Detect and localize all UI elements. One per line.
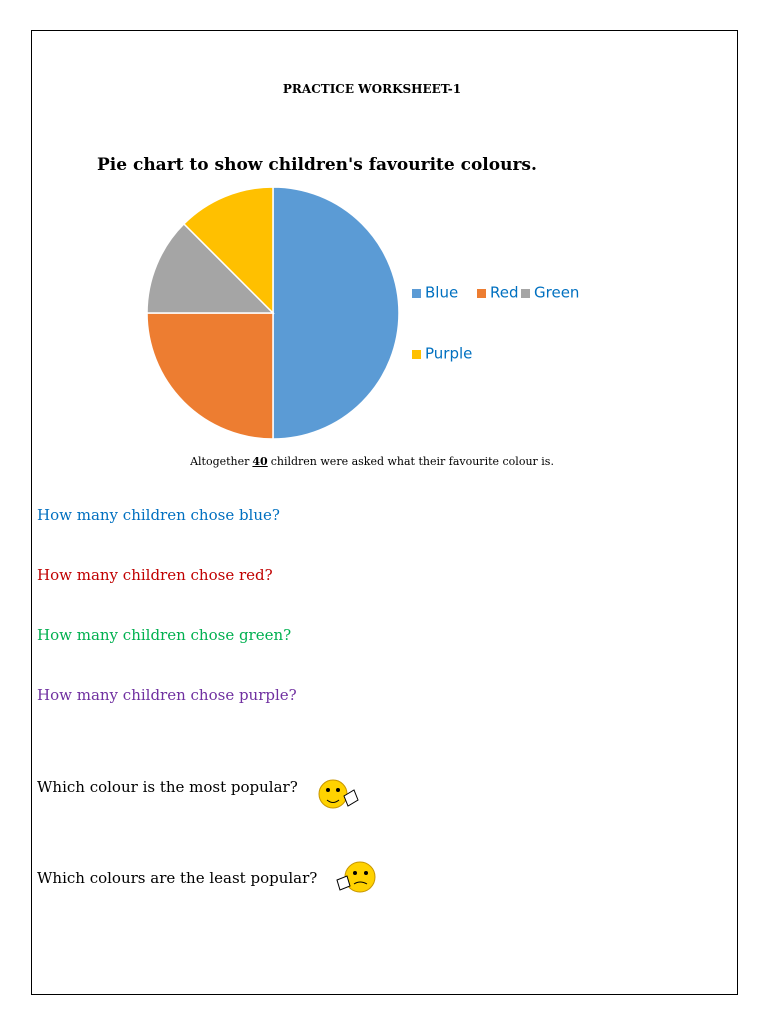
legend-label: Green [534, 284, 579, 302]
smiley-thinking [318, 779, 359, 809]
question: Which colour is the most popular? [37, 778, 298, 796]
legend-label: Blue [425, 284, 458, 302]
worksheet-title: PRACTICE WORKSHEET-1 [282, 82, 462, 96]
legend-swatch [412, 350, 421, 359]
question: How many children chose purple? [37, 686, 297, 704]
question: How many children chose red? [37, 566, 273, 584]
question: How many children chose green? [37, 626, 292, 644]
pie-slice [272, 186, 400, 440]
intro-text: Altogether 40 children were asked what the… [0, 455, 744, 468]
smiley-thumb-down [336, 861, 376, 893]
page-border [31, 30, 738, 995]
chart-title: Pie chart to show children's favourite c… [97, 155, 537, 175]
intro-before: Altogether [190, 455, 250, 468]
pie-slice [146, 312, 274, 440]
legend-swatch [412, 289, 421, 298]
pie-slice [146, 222, 275, 314]
legend-label: Red [490, 284, 519, 302]
legend-swatch [477, 289, 486, 298]
total-count: 40 [252, 455, 268, 468]
legend-swatch [521, 289, 530, 298]
intro-after: children were asked what their favourite… [270, 455, 554, 468]
legend-label: Purple [425, 345, 472, 363]
question: How many children chose blue? [37, 506, 280, 524]
pie-slice [182, 186, 274, 315]
question: Which colours are the least popular? [37, 869, 318, 887]
